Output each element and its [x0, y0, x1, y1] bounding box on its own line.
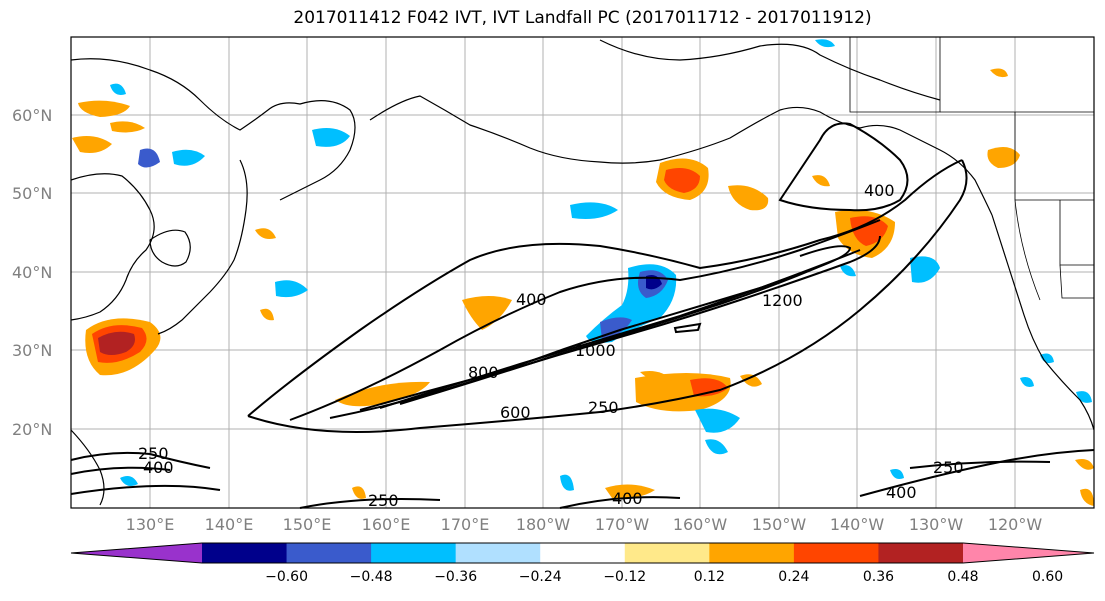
lon-label: 150°E — [283, 515, 332, 534]
lon-label: 170°W — [595, 515, 650, 534]
ivt-contours — [70, 122, 1095, 509]
map-panel: 400 400 1200 1000 800 600 250 250 400 25… — [70, 36, 1095, 510]
longitude-labels: 130°E 140°E 150°E 160°E 170°E 180°W 170°… — [126, 515, 1043, 534]
lat-label: 60°N — [12, 106, 52, 125]
contour-labels: 400 400 1200 1000 800 600 250 250 400 25… — [138, 181, 964, 510]
colorbar-segment — [371, 543, 457, 563]
lat-label: 20°N — [12, 420, 52, 439]
contour-label: 400 — [143, 458, 174, 477]
colorbar-tick-label: −0.36 — [434, 569, 477, 585]
contour-label: 250 — [138, 444, 169, 463]
colorbar: −0.60 −0.48 −0.36 −0.24 −0.12 0.12 0.24 0.36 0.4… — [70, 542, 1095, 585]
lat-label: 30°N — [12, 341, 52, 360]
colorbar-tick-label: 0.36 — [863, 569, 894, 585]
contour-label: 400 — [612, 489, 643, 508]
contour-label: 400 — [864, 181, 895, 200]
lon-label: 160°W — [673, 515, 728, 534]
lon-label: 120°W — [988, 515, 1043, 534]
colorbar-tick-label: −0.12 — [603, 569, 646, 585]
positive-anomalies — [72, 68, 1094, 506]
contour-label: 1200 — [762, 291, 803, 310]
lon-label: 160°E — [362, 515, 411, 534]
contour-label: 800 — [468, 363, 499, 382]
contour-label: 400 — [886, 483, 917, 502]
colorbar-segment — [878, 543, 964, 563]
contour-label: 1000 — [575, 341, 616, 360]
colorbar-tick-label: 0.48 — [947, 569, 978, 585]
contour-label: 250 — [933, 458, 964, 477]
coastlines — [70, 39, 1095, 506]
colorbar-segment — [624, 543, 710, 563]
colorbar-segment — [286, 543, 372, 563]
colorbar-tick-label: 0.24 — [778, 569, 809, 585]
lon-label: 180°W — [516, 515, 571, 534]
lon-label: 170°E — [441, 515, 490, 534]
lat-label: 40°N — [12, 263, 52, 282]
contour-label: 400 — [516, 290, 547, 309]
lon-label: 150°W — [752, 515, 807, 534]
colorbar-tick-label: −0.48 — [350, 569, 393, 585]
lon-label: 140°E — [205, 515, 254, 534]
lat-label: 50°N — [12, 184, 52, 203]
borders — [849, 37, 1094, 301]
colorbar-tick-label: −0.24 — [519, 569, 562, 585]
colorbar-tick-label: 0.12 — [694, 569, 725, 585]
lon-label: 130°E — [126, 515, 175, 534]
lon-label: 130°W — [909, 515, 964, 534]
colorbar-segment — [455, 543, 541, 563]
latitude-labels: 60°N 50°N 40°N 30°N 20°N — [12, 106, 52, 439]
colorbar-outline — [70, 542, 1095, 564]
contour-label: 250 — [588, 398, 619, 417]
map-title: 2017011412 F042 IVT, IVT Landfall PC (20… — [293, 8, 872, 28]
colorbar-segment — [540, 543, 626, 563]
colorbar-extension-low — [71, 543, 202, 563]
colorbar-segment — [793, 543, 879, 563]
lon-label: 140°W — [830, 515, 885, 534]
colorbar-tick-label: −0.60 — [265, 569, 308, 585]
contour-label: 250 — [368, 491, 399, 510]
colorbar-tick-label: 0.60 — [1032, 569, 1063, 585]
contour-label: 600 — [500, 403, 531, 422]
colorbar-segment — [202, 543, 288, 563]
colorbar-extension-high — [963, 543, 1094, 563]
colorbar-segment — [709, 543, 795, 563]
